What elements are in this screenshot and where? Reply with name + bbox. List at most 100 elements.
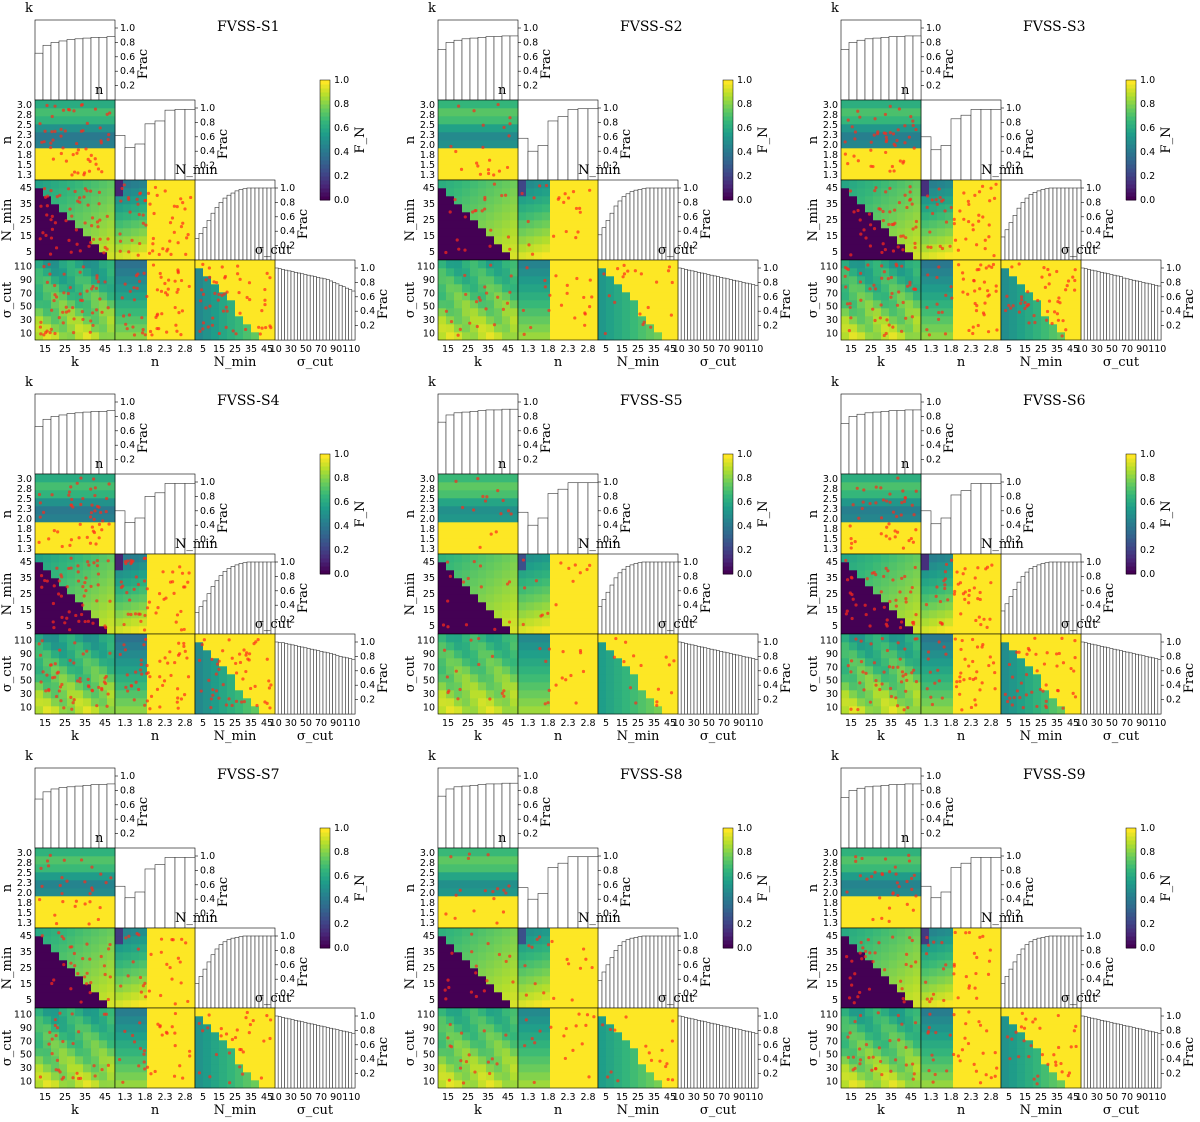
heatmap-pixel [139, 618, 148, 627]
y-tick-label: 1.3 [17, 170, 32, 181]
sample-point [884, 135, 888, 139]
sample-point [243, 327, 248, 332]
heatmap-pixel [1009, 276, 1018, 285]
sample-point [69, 485, 73, 489]
sample-point [38, 122, 42, 126]
sample-point [82, 171, 87, 175]
heatmap-pixel [945, 196, 954, 205]
sample-point [269, 683, 273, 687]
heatmap-pixel [99, 666, 108, 675]
sample-point [151, 263, 156, 267]
heatmap-pixel [905, 172, 914, 181]
sample-point [100, 310, 104, 314]
heatmap-pixel [59, 124, 68, 133]
sample-point [137, 687, 141, 692]
sample-point [178, 565, 182, 569]
sample-point [565, 291, 569, 295]
heatmap-pixel [454, 292, 463, 301]
sample-point [204, 306, 208, 310]
sample-point [227, 638, 231, 642]
sample-point [49, 141, 53, 145]
colorbar-segment [320, 466, 330, 471]
heatmap-pixel [598, 300, 607, 309]
heatmap-pixel [462, 578, 471, 587]
sample-point [40, 140, 44, 144]
sample-point [50, 308, 54, 312]
heatmap-pixel [438, 180, 447, 189]
heatmap-pixel [873, 124, 882, 133]
heatmap-pixel [35, 172, 44, 181]
sample-point [977, 190, 982, 194]
heatmap-pixel [454, 554, 463, 563]
heatmap-pixel [67, 236, 76, 245]
heatmap-pixel [155, 634, 164, 643]
sample-point [101, 519, 105, 523]
heatmap-pixel [139, 650, 148, 659]
heatmap-pixel [526, 204, 535, 213]
colorbar-segment [320, 196, 330, 201]
heatmap-pixel [83, 116, 92, 125]
heatmap-pixel [155, 626, 164, 635]
heatmap-pixel [502, 212, 511, 221]
heatmap-pixel [107, 188, 116, 197]
colorbar: 0.00.20.40.60.81.0F_N [319, 449, 368, 580]
heatmap-pixel [115, 276, 124, 285]
sample-point [42, 333, 46, 337]
hist-axis-label: Frac [539, 423, 554, 453]
heatmap-pixel [985, 212, 994, 221]
heatmap-pixel [147, 220, 156, 229]
heatmap-pixel [1001, 268, 1010, 277]
sample-point [118, 249, 122, 253]
heatmap-pixel [614, 316, 623, 325]
heatmap-pixel [558, 324, 567, 333]
heatmap-pixel [865, 276, 874, 285]
sample-point [79, 476, 83, 480]
heatmap-pixel [518, 332, 527, 341]
sample-point [975, 268, 979, 272]
colorbar-segment [723, 168, 733, 173]
heatmap-pixel [187, 292, 196, 301]
heatmap-pixel [155, 698, 164, 707]
heatmap-pixel [478, 658, 487, 667]
heatmap-pixel [502, 260, 511, 269]
heatmap-pixel [494, 124, 503, 133]
heatmap-pixel [550, 650, 559, 659]
heatmap-pixel [945, 188, 954, 197]
heatmap-pixel [977, 188, 986, 197]
sample-point [173, 305, 177, 310]
heatmap-pixel [83, 236, 92, 245]
sample-point [884, 150, 888, 155]
sample-point [238, 660, 243, 665]
sample-point [938, 244, 942, 248]
heatmap-pixel [993, 212, 1002, 221]
heatmap-pixel [478, 578, 487, 587]
sample-point [961, 271, 965, 275]
heatmap-pixel [510, 156, 519, 165]
heatmap-pixel [526, 260, 535, 269]
sample-point [502, 125, 506, 130]
heatmap-pixel [43, 300, 52, 309]
heatmap-pixel [961, 324, 970, 333]
hist-tick-label: 0.4 [683, 226, 698, 237]
hist-bar [621, 196, 627, 261]
heatmap-pixel [446, 316, 455, 325]
heatmap-pixel [857, 116, 866, 125]
heatmap-pixel [646, 268, 655, 277]
heatmap-pixel [889, 316, 898, 325]
heatmap-pixel [131, 292, 140, 301]
heatmap-cell-2-1 [517, 553, 599, 635]
sample-point [201, 292, 206, 296]
heatmap-pixel [446, 252, 455, 261]
heatmap-pixel [985, 252, 994, 261]
heatmap-pixel [518, 610, 527, 619]
hist-bar [735, 654, 740, 715]
heatmap-pixel [219, 316, 228, 325]
colorbar-segment [723, 164, 733, 169]
heatmap-pixel [99, 474, 108, 483]
heatmap-pixel [446, 666, 455, 675]
heatmap-pixel [163, 626, 172, 635]
sample-point [449, 320, 454, 324]
sample-point [913, 241, 917, 245]
heatmap-pixel [977, 308, 986, 317]
